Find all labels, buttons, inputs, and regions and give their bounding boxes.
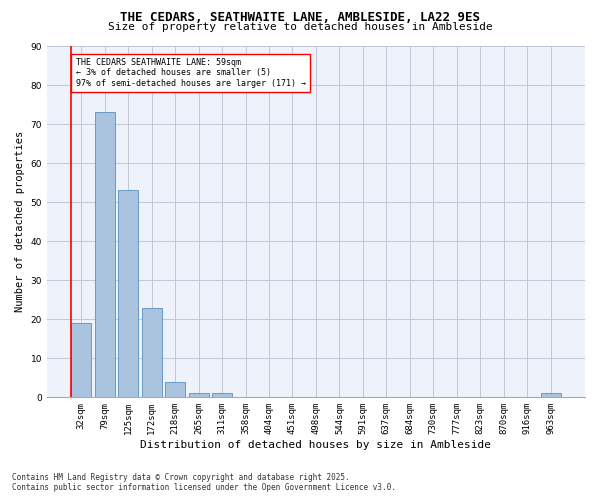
Bar bbox=[95, 112, 115, 398]
Bar bbox=[212, 394, 232, 398]
Bar bbox=[118, 190, 138, 398]
Text: THE CEDARS, SEATHWAITE LANE, AMBLESIDE, LA22 9ES: THE CEDARS, SEATHWAITE LANE, AMBLESIDE, … bbox=[120, 11, 480, 24]
Text: THE CEDARS SEATHWAITE LANE: 59sqm
← 3% of detached houses are smaller (5)
97% of: THE CEDARS SEATHWAITE LANE: 59sqm ← 3% o… bbox=[76, 58, 305, 88]
Bar bbox=[142, 308, 162, 398]
Bar bbox=[541, 394, 560, 398]
X-axis label: Distribution of detached houses by size in Ambleside: Distribution of detached houses by size … bbox=[140, 440, 491, 450]
Y-axis label: Number of detached properties: Number of detached properties bbox=[15, 131, 25, 312]
Bar bbox=[71, 323, 91, 398]
Bar bbox=[188, 394, 209, 398]
Text: Contains HM Land Registry data © Crown copyright and database right 2025.
Contai: Contains HM Land Registry data © Crown c… bbox=[12, 473, 396, 492]
Bar bbox=[165, 382, 185, 398]
Text: Size of property relative to detached houses in Ambleside: Size of property relative to detached ho… bbox=[107, 22, 493, 32]
